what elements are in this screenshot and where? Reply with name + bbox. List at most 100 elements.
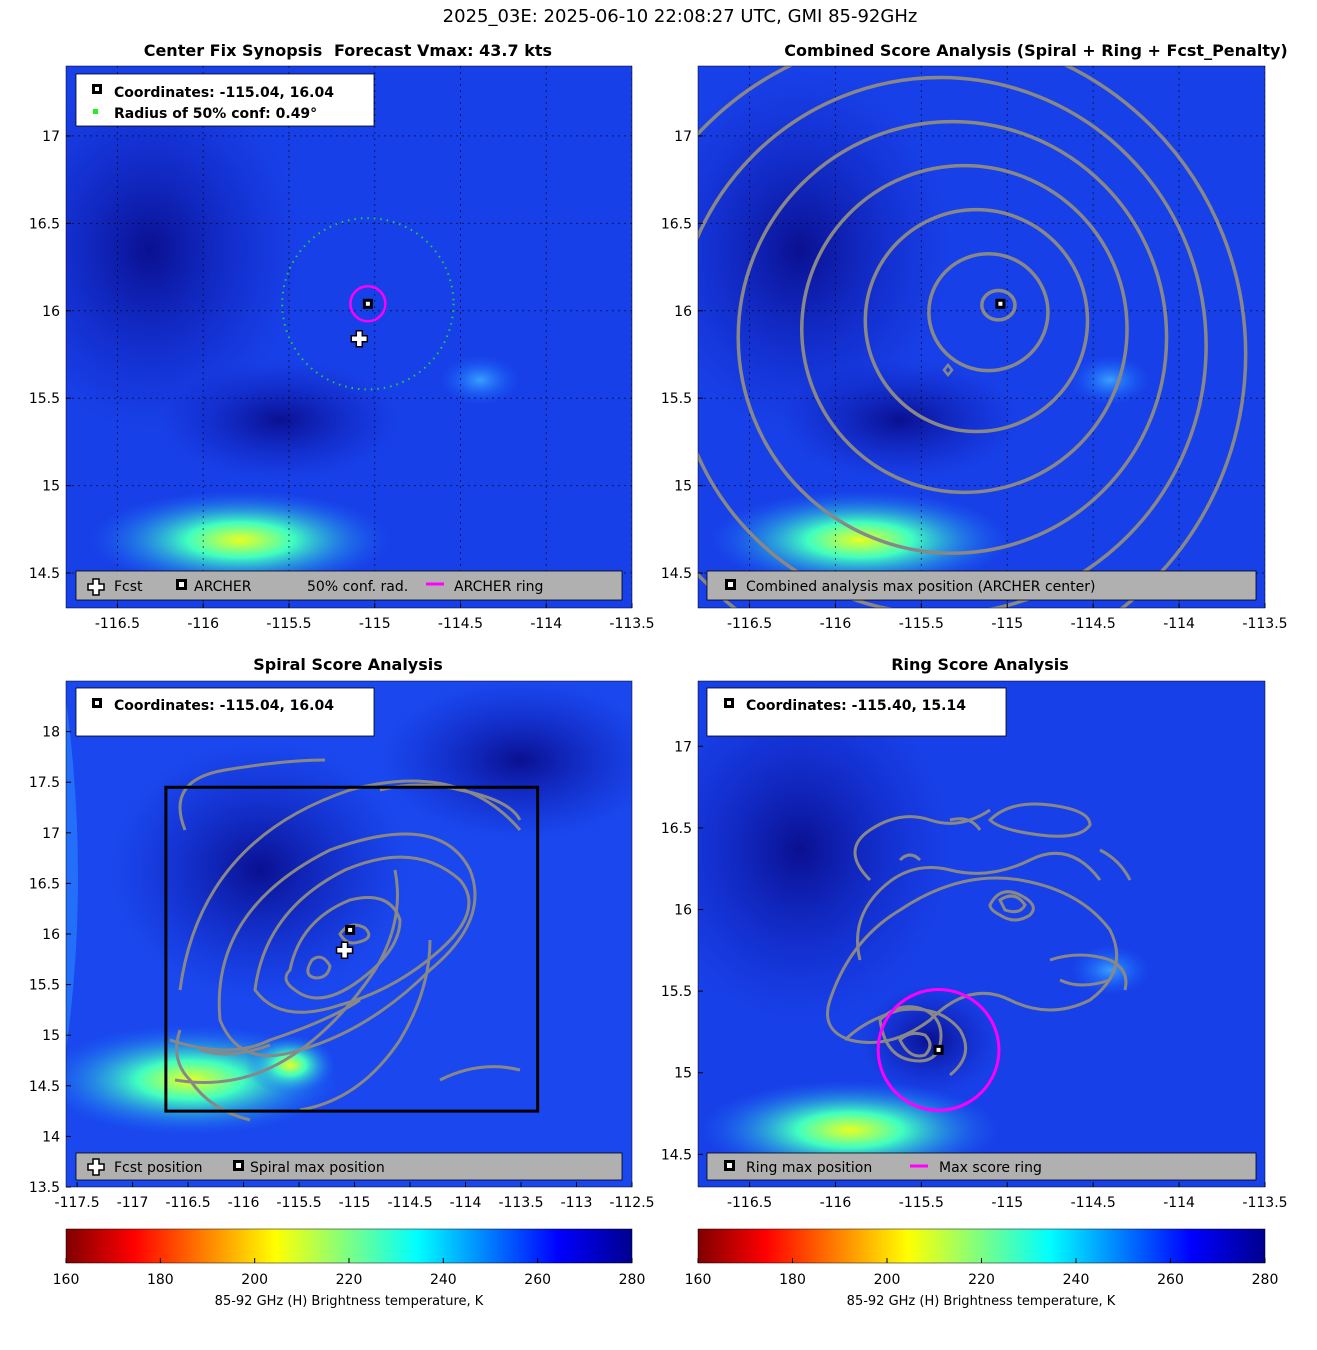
spiral-search-box (164, 785, 540, 1113)
colorbar-right-gradient (697, 1228, 1266, 1264)
y-tick-label: 16 (674, 304, 692, 320)
colorbar-right: 160 180 200 220 240 260 280 85-92 GHz (H) Brig… (685, 1228, 1278, 1309)
x-tick-label: -116.5 (95, 616, 140, 632)
y-tick-label: 14 (42, 1129, 60, 1145)
x-tick-label: -113.5 (1242, 616, 1287, 632)
colorbar-right-ticks: 160 180 200 220 240 260 280 (685, 1258, 1278, 1288)
spiral-cold-region (110, 740, 410, 1000)
spiral-coord-icon-inner (95, 701, 99, 705)
colorbar-tick-label: 200 (874, 1272, 901, 1288)
combined-contour-ring (698, 66, 1248, 608)
colorbar-tick-label: 240 (1063, 1272, 1090, 1288)
synopsis-cold-region (66, 70, 300, 430)
colorbar-tick-label: 160 (53, 1272, 80, 1288)
colorbar-left-label: 85-92 GHz (H) Brightness temperature, K (215, 1294, 484, 1309)
forecast-cross (350, 329, 369, 348)
synopsis-frame (65, 65, 633, 609)
spiral-max-inner (348, 927, 353, 932)
x-tick-label: -115 (991, 1195, 1023, 1211)
y-tick-label: 17.5 (29, 775, 60, 791)
colorbar-tick-label: 220 (336, 1272, 363, 1288)
spiral-cold-region-2 (380, 681, 632, 840)
ring-light-patch (1070, 945, 1150, 995)
conf-radius-circle (281, 217, 455, 391)
y-tick-label: 13.5 (29, 1180, 60, 1196)
synopsis-info-box (75, 73, 375, 127)
spiral-plot-area (66, 681, 632, 1187)
colorbar-tick-label: 160 (685, 1272, 712, 1288)
archer-center-inner (365, 301, 370, 306)
x-tick-label: -115 (991, 616, 1023, 632)
x-tick-label: -113 (561, 1195, 593, 1211)
legend-ring-label: ARCHER ring (454, 579, 543, 595)
y-tick-label: 14.5 (661, 566, 692, 582)
legend-combined-label: Combined analysis max position (ARCHER c… (746, 579, 1095, 595)
ring-plot-area (698, 681, 1265, 1187)
archer-ring (349, 285, 387, 323)
ring-max-marker (933, 1044, 944, 1055)
y-tick-label: 15 (42, 1028, 60, 1044)
combined-cold-region-2 (780, 360, 1020, 480)
combined-light-patch (1070, 355, 1150, 405)
combined-frame (697, 65, 1266, 609)
combined-contour-ring (863, 207, 1090, 434)
combined-contour-ring (927, 251, 1050, 373)
colorbar-left: 160 180 200 220 240 260 280 85-92 GHz (H) Brig… (53, 1228, 646, 1309)
x-tick-label: -114 (1163, 1195, 1195, 1211)
x-tick-label: -114.5 (1071, 616, 1116, 632)
x-tick-label: -114 (1163, 616, 1195, 632)
y-tick-label: 14.5 (29, 1079, 60, 1095)
combined-max-inner (998, 301, 1003, 306)
y-tick-label: 16 (42, 927, 60, 943)
y-tick-label: 14.5 (29, 566, 60, 582)
colorbar-tick-label: 280 (619, 1272, 646, 1288)
legend-fcst-label: Fcst (114, 579, 143, 595)
spiral-title: Spiral Score Analysis (253, 655, 443, 674)
colorbar-tick-label: 260 (1157, 1272, 1184, 1288)
panel-spiral: Spiral Score Analysis (29, 655, 655, 1211)
combined-plot-area (698, 66, 1265, 608)
y-tick-label: 15.5 (661, 984, 692, 1000)
combined-small-contour (942, 362, 954, 378)
y-tick-label: 15.5 (29, 391, 60, 407)
ring-coordinates: Coordinates: -115.40, 15.14 (746, 698, 966, 714)
colorbar-tick-label: 260 (524, 1272, 551, 1288)
x-tick-label: -114 (450, 1195, 482, 1211)
legend-max-score-ring-label: Max score ring (939, 1160, 1042, 1176)
spiral-legend (75, 1152, 623, 1181)
conf-marker-icon (93, 109, 98, 114)
legend-fcst-position-label: Fcst position (114, 1160, 202, 1176)
colorbar-tick-label: 180 (779, 1272, 806, 1288)
spiral-swath-edge (66, 700, 78, 1050)
ring-title: Ring Score Analysis (891, 655, 1069, 674)
combined-contour-ring (980, 288, 1017, 322)
spiral-warm-core (245, 1035, 335, 1095)
y-tick-label: 15 (674, 479, 692, 495)
x-tick-label: -116 (820, 616, 852, 632)
combined-contour-ring (736, 119, 1169, 555)
x-tick-label: -114.5 (1071, 1195, 1116, 1211)
figure-title: 2025_03E: 2025-06-10 22:08:27 UTC, GMI 8… (443, 6, 918, 27)
y-tick-label: 16.5 (661, 821, 692, 837)
y-tick-label: 17 (674, 739, 692, 755)
y-tick-label: 15 (42, 479, 60, 495)
spiral-info-box (75, 687, 375, 737)
combined-contour-ring (800, 163, 1129, 495)
spiral-max-marker (345, 924, 356, 935)
ring-max-inner (936, 1047, 941, 1052)
x-tick-label: -116.5 (166, 1195, 211, 1211)
synopsis-warm-band (90, 490, 390, 590)
coord-marker-icon-inner (95, 87, 99, 91)
synopsis-legend (75, 570, 623, 601)
x-tick-label: -113.5 (1242, 1195, 1287, 1211)
legend-combined-icon-inner (728, 582, 733, 587)
ring-frame (697, 680, 1266, 1188)
legend-fcst-icon (87, 578, 105, 596)
x-tick-label: -116 (187, 616, 219, 632)
y-tick-label: 15.5 (661, 391, 692, 407)
x-tick-label: -114.5 (387, 1195, 432, 1211)
x-tick-label: -115 (359, 616, 391, 632)
x-tick-label: -115.5 (266, 616, 311, 632)
ring-legend (706, 1152, 1257, 1181)
